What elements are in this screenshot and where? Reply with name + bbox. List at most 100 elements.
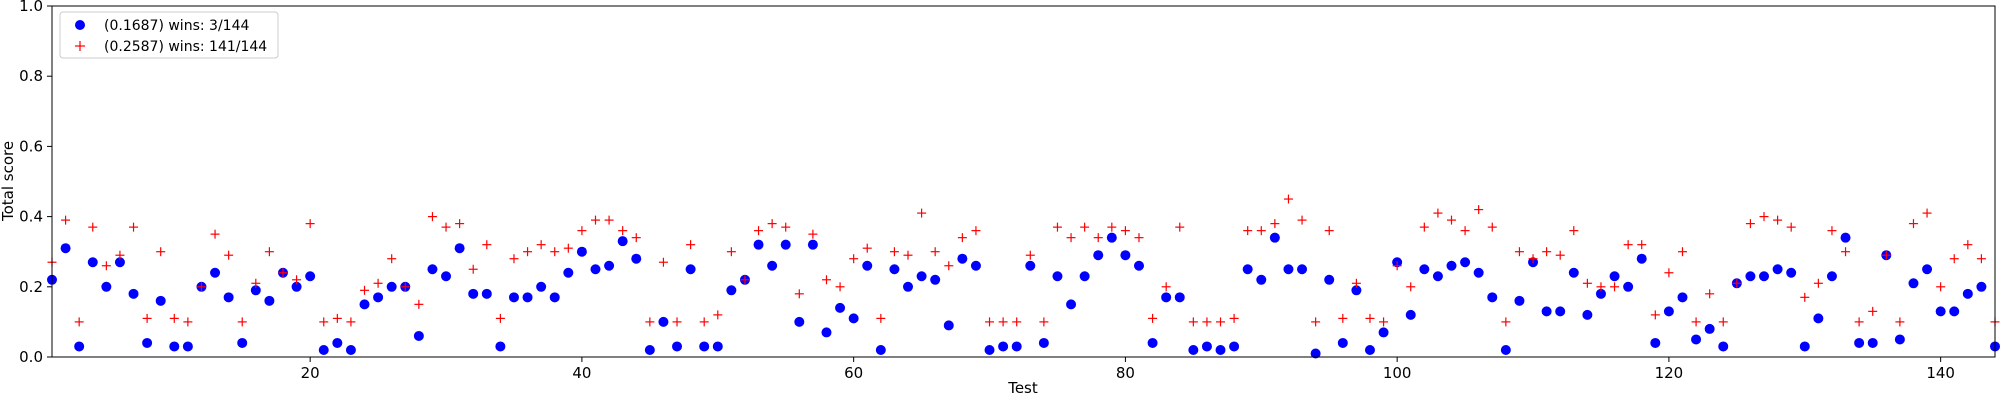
series-blue-point <box>930 274 941 285</box>
series-blue-point <box>1446 260 1457 271</box>
series-blue-point <box>454 243 465 254</box>
series-red-point <box>1012 317 1022 327</box>
series-red-point <box>1745 219 1755 229</box>
series-blue-point <box>1106 232 1117 243</box>
series-blue-point <box>264 295 275 306</box>
series-blue-point <box>1351 285 1362 296</box>
series-blue-point <box>345 344 356 355</box>
series-blue-point <box>590 264 601 275</box>
series-blue-point <box>1663 306 1674 317</box>
series-red-point <box>1827 226 1837 236</box>
series-blue-point <box>1419 264 1430 275</box>
series-red-point <box>1908 219 1918 229</box>
series-red-markers <box>47 194 2000 327</box>
series-red-point <box>985 317 995 327</box>
series-red-point <box>74 317 84 327</box>
series-blue-point <box>291 281 302 292</box>
series-red-point <box>1052 222 1062 232</box>
series-red-point <box>645 317 655 327</box>
series-blue-point <box>1595 288 1606 299</box>
series-blue-point <box>386 281 397 292</box>
series-blue-point <box>1691 334 1702 345</box>
series-blue-point <box>1460 257 1471 268</box>
series-blue-point <box>1541 306 1552 317</box>
series-blue-point <box>1582 309 1593 320</box>
series-blue-point <box>1609 271 1620 282</box>
series-blue-point <box>1500 344 1511 355</box>
y-tick-label: 1.0 <box>19 0 43 15</box>
series-red-point <box>1596 282 1606 292</box>
series-blue-point <box>142 337 153 348</box>
series-blue-point <box>862 260 873 271</box>
series-blue-point <box>1935 306 1946 317</box>
series-red-point <box>237 317 247 327</box>
series-blue-point <box>1813 313 1824 324</box>
series-red-point <box>1080 222 1090 232</box>
series-red-point <box>1120 226 1130 236</box>
series-blue-point <box>1677 292 1688 303</box>
series-red-point <box>1324 226 1334 236</box>
series-red-point <box>889 247 899 257</box>
series-blue-point <box>617 236 628 247</box>
series-red-point <box>1949 254 1959 264</box>
series-blue-point <box>250 285 261 296</box>
series-blue-point <box>1854 337 1865 348</box>
series-red-point <box>346 317 356 327</box>
series-blue-point <box>1038 337 1049 348</box>
series-blue-point <box>726 285 737 296</box>
x-tick-label: 40 <box>572 364 591 382</box>
series-red-point <box>1528 254 1538 264</box>
series-red-point <box>427 212 437 222</box>
series-blue-point <box>780 239 791 250</box>
series-red-point <box>224 250 234 260</box>
series-blue-point <box>1310 348 1321 359</box>
series-blue-point <box>413 330 424 341</box>
series-blue-point <box>631 253 642 264</box>
series-blue-point <box>305 271 316 282</box>
series-blue-point <box>794 316 805 327</box>
series-red-point <box>278 268 288 278</box>
series-red-point <box>1270 219 1280 229</box>
series-blue-point <box>1242 264 1253 275</box>
legend-label-blue: (0.1687) wins: 3/144 <box>104 18 249 34</box>
series-red-point <box>1297 215 1307 225</box>
series-blue-point <box>1772 264 1783 275</box>
series-red-point <box>1188 317 1198 327</box>
series-blue-point <box>182 341 193 352</box>
series-blue-point <box>1908 278 1919 289</box>
series-blue-point <box>1079 271 1090 282</box>
series-blue-point <box>468 288 479 299</box>
legend: (0.1687) wins: 3/144 (0.2587) wins: 141/… <box>59 11 279 59</box>
series-red-point <box>1555 250 1565 260</box>
series-red-point <box>1338 313 1348 323</box>
series-red-point <box>781 222 791 232</box>
series-red-point <box>414 299 424 309</box>
series-blue-point <box>672 341 683 352</box>
series-blue-point <box>1786 267 1797 278</box>
series-red-point <box>1936 282 1946 292</box>
series-red-point <box>1800 292 1810 302</box>
series-red-point <box>618 226 628 236</box>
series-red-point <box>1175 222 1185 232</box>
series-red-point <box>998 317 1008 327</box>
series-blue-point <box>481 288 492 299</box>
series-blue-point <box>1623 281 1634 292</box>
series-red-point <box>590 215 600 225</box>
series-blue-point <box>155 295 166 306</box>
series-blue-point <box>1826 271 1837 282</box>
series-red-point <box>1868 306 1878 316</box>
series-blue-point <box>1120 250 1131 261</box>
series-red-point <box>1841 247 1851 257</box>
series-red-point <box>332 313 342 323</box>
series-blue-point <box>1093 250 1104 261</box>
series-red-point <box>849 254 859 264</box>
x-axis: 20 40 60 80 100 120 140 <box>301 357 1955 382</box>
series-red-point <box>1582 278 1592 288</box>
series-blue-point <box>1636 253 1647 264</box>
series-blue-point <box>318 344 329 355</box>
y-tick-label: 0.4 <box>19 208 43 226</box>
series-red-point <box>1854 317 1864 327</box>
series-blue-point <box>1568 267 1579 278</box>
series-red-point <box>1705 289 1715 299</box>
series-red-point <box>821 275 831 285</box>
